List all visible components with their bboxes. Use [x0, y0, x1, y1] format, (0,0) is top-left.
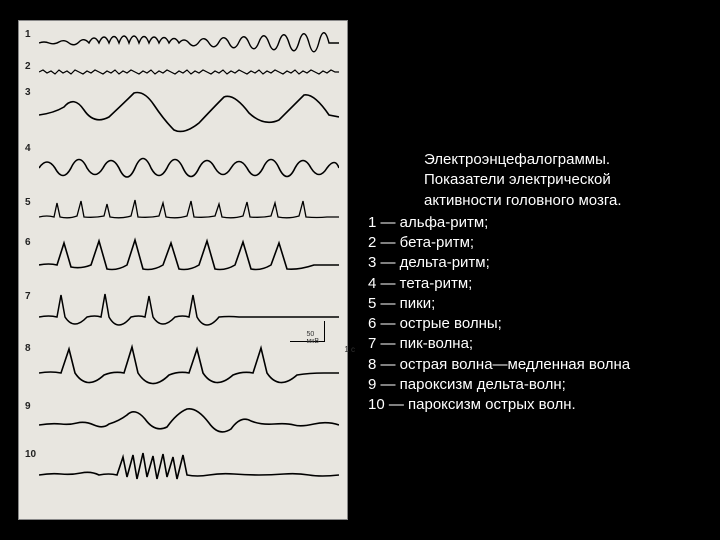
legend-line-4: 4 — тета-ритм;	[368, 274, 700, 294]
title-line-3: активности головного мозга.	[424, 191, 700, 211]
text-panel: Электроэнцефалограммы. Показатели электр…	[348, 0, 720, 540]
trace-row-10: 10	[23, 447, 343, 499]
title-line-1: Электроэнцефалограммы.	[424, 150, 700, 170]
trace-row-3: 3	[23, 85, 343, 141]
trace-waveform-4	[39, 141, 339, 195]
trace-waveform-3	[39, 85, 339, 141]
scale-label: 50 мкВ	[306, 331, 319, 345]
trace-row-2: 2	[23, 59, 343, 85]
scale-time: 1 с	[344, 345, 355, 354]
title-block: Электроэнцефалограммы. Показатели электр…	[368, 150, 700, 211]
trace-label-9: 9	[25, 401, 31, 412]
trace-label-6: 6	[25, 237, 31, 248]
legend-line-2: 2 — бета-ритм;	[368, 233, 700, 253]
title-line-2: Показатели электрической	[424, 170, 700, 190]
trace-label-2: 2	[25, 61, 31, 72]
legend-line-8: 8 — острая волна—медленная волна	[368, 355, 700, 375]
trace-row-4: 4	[23, 141, 343, 195]
legend-line-9: 9 — пароксизм дельта-волн;	[368, 375, 700, 395]
trace-waveform-2	[39, 59, 339, 85]
trace-waveform-9	[39, 399, 339, 447]
trace-label-7: 7	[25, 291, 31, 302]
scale-bar-vertical	[324, 321, 325, 341]
trace-label-1: 1	[25, 29, 31, 40]
scale-amplitude: 50	[306, 331, 319, 338]
legend-line-3: 3 — дельта-ритм;	[368, 253, 700, 273]
legend-line-7: 7 — пик-волна;	[368, 334, 700, 354]
legend-line-6: 6 — острые волны;	[368, 314, 700, 334]
scale-amplitude-unit: мкВ	[306, 338, 319, 345]
trace-label-8: 8	[25, 343, 31, 354]
legend-line-5: 5 — пики;	[368, 294, 700, 314]
trace-row-9: 9	[23, 399, 343, 447]
trace-label-4: 4	[25, 143, 31, 154]
trace-label-3: 3	[25, 87, 31, 98]
traces-container: 1 2 3 4 5 6 7 8 9 10	[23, 27, 343, 499]
trace-label-5: 5	[25, 197, 31, 208]
legend-container: 1 — альфа-ритм;2 — бета-ритм;3 — дельта-…	[368, 213, 700, 416]
trace-waveform-8	[39, 341, 339, 399]
trace-row-1: 1	[23, 27, 343, 59]
trace-row-7: 7	[23, 289, 343, 341]
trace-waveform-6	[39, 235, 339, 289]
legend-line-10: 10 — пароксизм острых волн.	[368, 395, 700, 415]
trace-waveform-10	[39, 447, 339, 499]
trace-row-6: 6	[23, 235, 343, 289]
trace-waveform-7	[39, 289, 339, 341]
trace-row-8: 8	[23, 341, 343, 399]
trace-waveform-5	[39, 195, 339, 235]
legend-line-1: 1 — альфа-ритм;	[368, 213, 700, 233]
trace-row-5: 5	[23, 195, 343, 235]
eeg-waveform-panel: 12345678910 50 мкВ 1 с	[18, 20, 348, 520]
trace-waveform-1	[39, 27, 339, 59]
trace-label-10: 10	[25, 449, 36, 460]
